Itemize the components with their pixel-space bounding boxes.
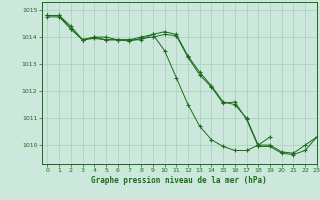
X-axis label: Graphe pression niveau de la mer (hPa): Graphe pression niveau de la mer (hPa)	[91, 176, 267, 185]
